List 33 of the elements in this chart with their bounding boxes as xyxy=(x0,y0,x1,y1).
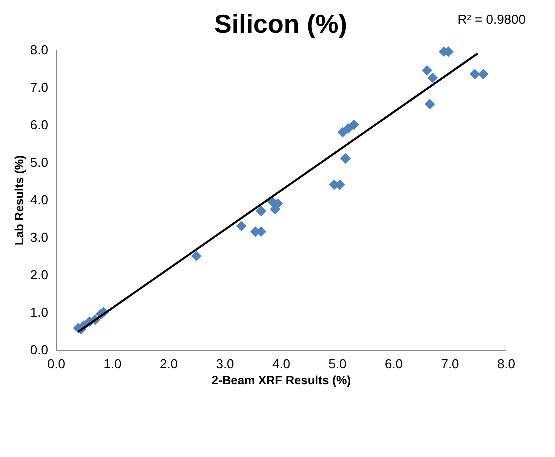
y-tick-label: 8.0 xyxy=(30,42,48,58)
x-tick-label: 3.0 xyxy=(216,356,234,372)
point xyxy=(348,120,360,130)
x-axis-title: 2-Beam XRF Results (%) xyxy=(212,374,352,388)
point xyxy=(236,221,247,232)
y-tick-label: 2.0 xyxy=(30,268,48,282)
y-tick-label: 3.0 xyxy=(30,230,48,245)
x-tick-label: 5.0 xyxy=(328,356,347,372)
y-tick-label: 4.0 xyxy=(30,192,48,208)
x-tick-label: 1.0 xyxy=(104,356,122,372)
y-tick-label: 0.0 xyxy=(30,342,48,358)
y-tick-label: 7.0 xyxy=(30,80,48,95)
point xyxy=(428,72,438,84)
point xyxy=(424,99,436,110)
point xyxy=(478,69,489,80)
x-tick-label: 6.0 xyxy=(384,356,404,372)
point xyxy=(256,206,267,216)
y-tick-label: 6.0 xyxy=(30,118,48,132)
y-axis-title: Lab Results (%) xyxy=(12,155,26,246)
text: R² = 0.9800 xyxy=(458,12,526,27)
x-tick-label: 8.0 xyxy=(497,356,516,372)
y-tick-label: 1.0 xyxy=(30,305,48,320)
y-tick-label: 5.0 xyxy=(30,155,48,170)
x-tick-label: 0.0 xyxy=(47,356,66,372)
x-tick-label: 4.0 xyxy=(272,356,291,372)
x-tick-label: 7.0 xyxy=(441,356,460,372)
point xyxy=(470,69,480,80)
point xyxy=(191,251,202,262)
point xyxy=(338,127,348,138)
point xyxy=(340,154,351,164)
x-tick-label: 2.0 xyxy=(160,356,178,372)
point xyxy=(422,65,432,76)
chart-title: Silicon (%) xyxy=(214,9,348,39)
